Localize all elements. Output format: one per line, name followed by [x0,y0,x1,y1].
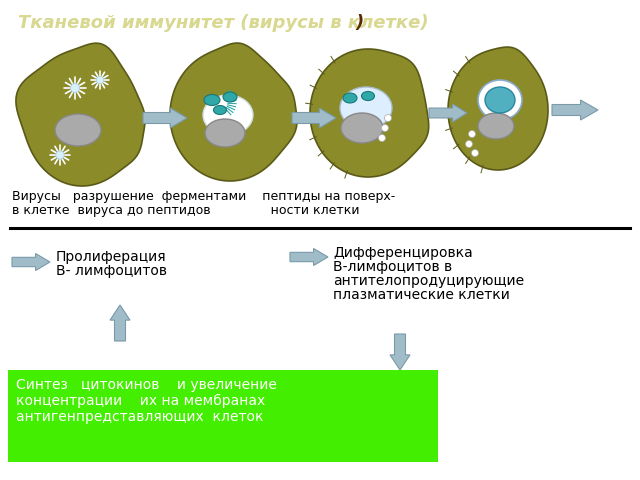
Circle shape [385,115,392,121]
Circle shape [96,76,104,84]
Polygon shape [429,104,467,122]
Circle shape [472,149,479,156]
Ellipse shape [478,113,514,139]
Circle shape [468,131,476,137]
Ellipse shape [340,87,392,129]
Ellipse shape [214,106,227,115]
Circle shape [465,141,472,147]
Ellipse shape [343,93,357,103]
Polygon shape [12,253,50,271]
Text: Вирусы   разрушение  ферментами    пептиды на поверх-: Вирусы разрушение ферментами пептиды на … [12,190,396,203]
Ellipse shape [204,95,220,106]
Polygon shape [292,108,336,128]
Circle shape [56,151,64,159]
Polygon shape [143,108,187,128]
Polygon shape [110,305,130,341]
Text: в клетке  вируса до пептидов               ности клетки: в клетке вируса до пептидов ности клетки [12,204,360,217]
Ellipse shape [205,119,245,147]
Text: В-лимфоцитов в: В-лимфоцитов в [333,260,452,274]
Ellipse shape [341,113,383,143]
Polygon shape [448,47,548,170]
Polygon shape [170,43,297,181]
Text: ): ) [355,14,364,32]
Ellipse shape [203,95,253,135]
Polygon shape [552,100,598,120]
Polygon shape [390,334,410,370]
Text: Дифференцировка: Дифференцировка [333,246,473,260]
Ellipse shape [55,114,101,146]
Text: Пролиферация: Пролиферация [56,250,166,264]
Ellipse shape [362,92,374,100]
Ellipse shape [478,80,522,120]
Text: антигенпредставляющих  клеток: антигенпредставляющих клеток [16,410,264,424]
Ellipse shape [223,92,237,102]
Text: концентрации    их на мембранах: концентрации их на мембранах [16,394,265,408]
Text: Тканевой иммунитет (вирусы в клетке): Тканевой иммунитет (вирусы в клетке) [18,14,429,32]
Circle shape [378,134,385,142]
Polygon shape [310,49,429,177]
Text: В- лимфоцитов: В- лимфоцитов [56,264,167,278]
Circle shape [381,124,388,132]
Polygon shape [290,249,328,265]
Text: Синтез   цитокинов    и увеличение: Синтез цитокинов и увеличение [16,378,277,392]
Ellipse shape [485,87,515,113]
Text: антителопродуцирующие: антителопродуцирующие [333,274,524,288]
Polygon shape [16,43,145,186]
FancyBboxPatch shape [8,370,438,462]
Circle shape [70,84,79,93]
Text: плазматические клетки: плазматические клетки [333,288,510,302]
